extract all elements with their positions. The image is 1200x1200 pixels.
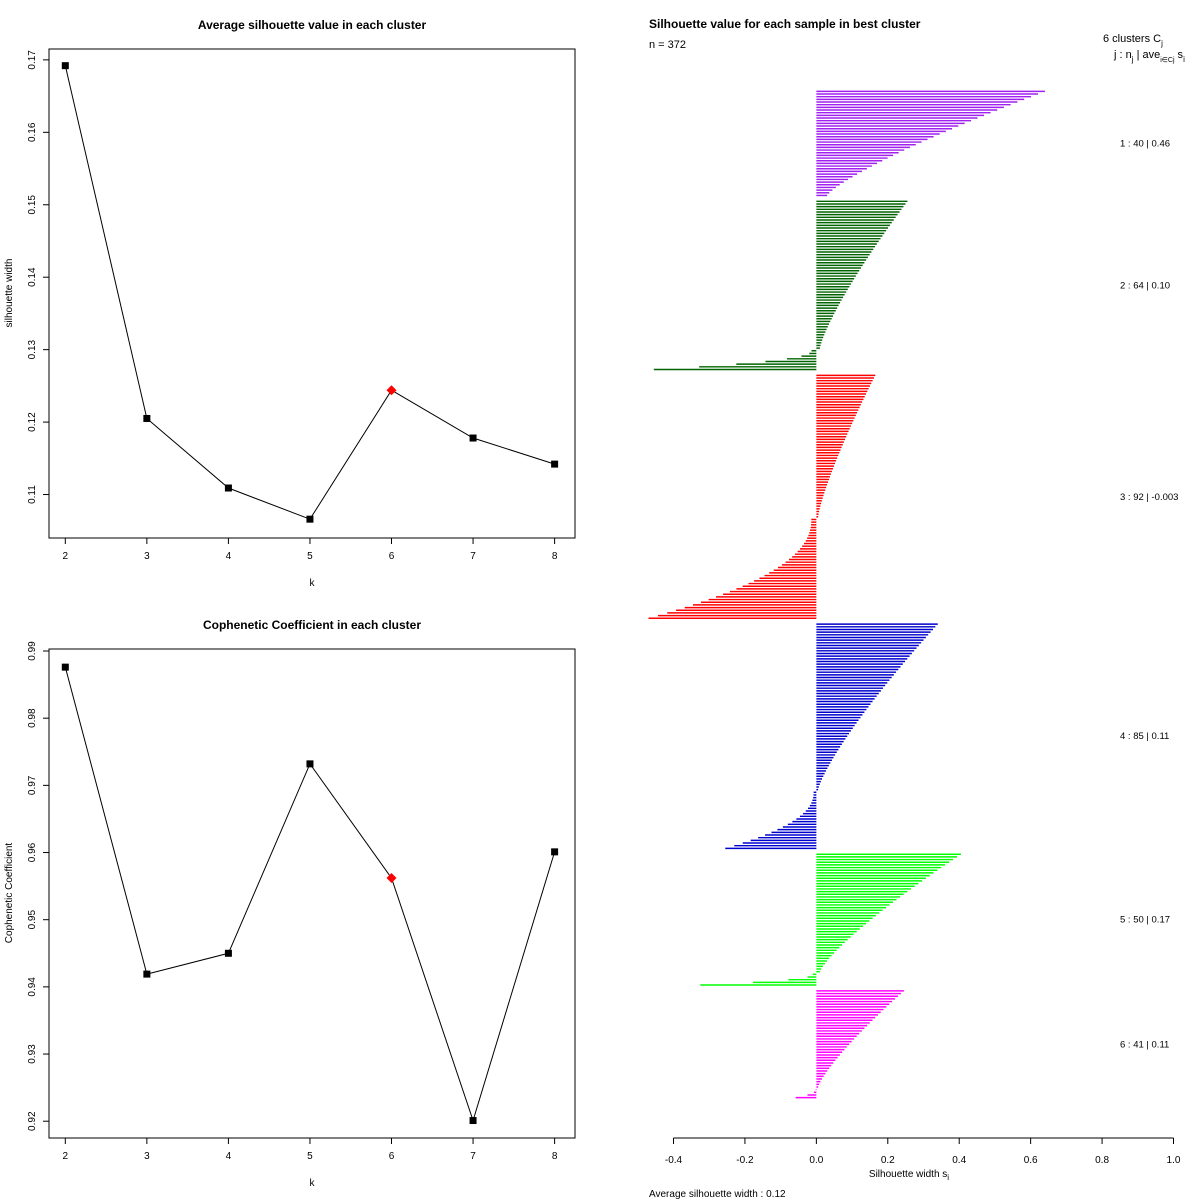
y-tick-label: 0.12: [27, 412, 38, 432]
y-tick-label: 0.99: [27, 641, 38, 661]
legend-header-clusters: 6 clusters Cj: [1103, 33, 1163, 48]
data-point-marker: [143, 970, 151, 978]
data-point-marker: [306, 760, 314, 768]
x-tick-label: 6: [389, 1151, 395, 1162]
y-axis-label: Cophenetic Coefficient: [4, 843, 15, 944]
data-point-marker: [224, 949, 232, 957]
data-point-marker: [469, 434, 477, 442]
x-tick-label: 3: [144, 551, 150, 562]
y-tick-label: 0.14: [27, 267, 38, 287]
x-tick-label: 0.2: [881, 1155, 895, 1166]
series-line: [64, 667, 556, 1123]
cluster-label: 3 : 92 | -0.003: [1120, 492, 1178, 503]
y-axis-label: silhouette width: [4, 259, 15, 328]
x-tick-label: 0.4: [952, 1155, 966, 1166]
y-tick-label: 0.98: [27, 708, 38, 728]
cluster-label: 4 : 85 | 0.11: [1120, 731, 1169, 742]
chart-title: Cophenetic Coefficient in each cluster: [203, 618, 421, 632]
cluster-label: 5 : 50 | 0.17: [1120, 915, 1170, 926]
series-line: [64, 65, 555, 520]
data-point-marker: [551, 460, 559, 468]
x-tick-label: 4: [226, 1151, 232, 1162]
y-tick-label: 0.16: [27, 122, 38, 142]
y-tick-label: 0.95: [27, 910, 38, 930]
plot-frame: [48, 48, 576, 539]
cophenetic-line-chart: Cophenetic Coefficient in each cluster k…: [4, 618, 576, 1189]
y-tick-label: 0.17: [27, 50, 38, 70]
data-point-marker: [469, 1117, 477, 1125]
data-point-marker: [143, 414, 151, 422]
x-tick-label: -0.2: [736, 1155, 754, 1166]
chart-title: Average silhouette value in each cluster: [198, 18, 427, 32]
x-tick-label: 5: [307, 1151, 313, 1162]
average-silhouette-footer: Average silhouette width : 0.12: [649, 1189, 786, 1200]
x-tick-label: 3: [144, 1151, 150, 1162]
data-point-marker: [306, 515, 314, 523]
data-point-marker: [224, 484, 232, 492]
cluster-label: 6 : 41 | 0.11: [1120, 1039, 1169, 1050]
x-tick-label: 0.0: [809, 1155, 823, 1166]
silhouette-line-chart: Average silhouette value in each cluster…: [4, 18, 576, 589]
y-tick-label: 0.96: [27, 842, 38, 862]
silhouette-bar-plot: Silhouette value for each sample in best…: [648, 17, 1185, 1200]
highlight-point-marker: [386, 873, 397, 884]
x-axis-label: Silhouette width si: [869, 1169, 949, 1182]
y-tick-label: 0.15: [27, 195, 38, 215]
x-tick-label: 5: [307, 551, 313, 562]
x-tick-label: 0.8: [1095, 1155, 1109, 1166]
y-tick-label: 0.11: [27, 485, 38, 504]
highlight-point-marker: [386, 385, 397, 396]
plot-frame: [48, 648, 576, 1139]
sample-count: n = 372: [649, 39, 686, 51]
x-tick-label: 8: [552, 551, 558, 562]
cluster-label: 1 : 40 | 0.46: [1120, 138, 1170, 149]
y-tick-label: 0.92: [27, 1111, 38, 1131]
data-point-marker: [61, 62, 69, 70]
y-tick-label: 0.13: [27, 339, 38, 359]
data-point-marker: [551, 848, 559, 856]
x-tick-label: 0.6: [1024, 1155, 1038, 1166]
x-tick-label: 7: [470, 551, 476, 562]
x-tick-label: 6: [389, 551, 395, 562]
x-tick-label: 2: [63, 551, 69, 562]
x-tick-label: 2: [63, 1151, 69, 1162]
data-point-marker: [61, 663, 69, 671]
x-tick-label: -0.4: [665, 1155, 683, 1166]
x-tick-label: 7: [470, 1151, 476, 1162]
x-tick-label: 1.0: [1167, 1155, 1181, 1166]
x-axis-label: k: [310, 578, 316, 589]
x-axis-label: k: [310, 1178, 316, 1189]
chart-title: Silhouette value for each sample in best…: [649, 17, 921, 31]
x-tick-label: 4: [226, 551, 232, 562]
y-tick-label: 0.97: [27, 775, 38, 795]
x-tick-label: 8: [552, 1151, 558, 1162]
y-tick-label: 0.94: [27, 977, 38, 997]
legend-header-columns: j : nj | avei∈Cj si: [1113, 49, 1185, 64]
y-tick-label: 0.93: [27, 1044, 38, 1064]
cluster-label: 2 : 64 | 0.10: [1120, 280, 1170, 291]
